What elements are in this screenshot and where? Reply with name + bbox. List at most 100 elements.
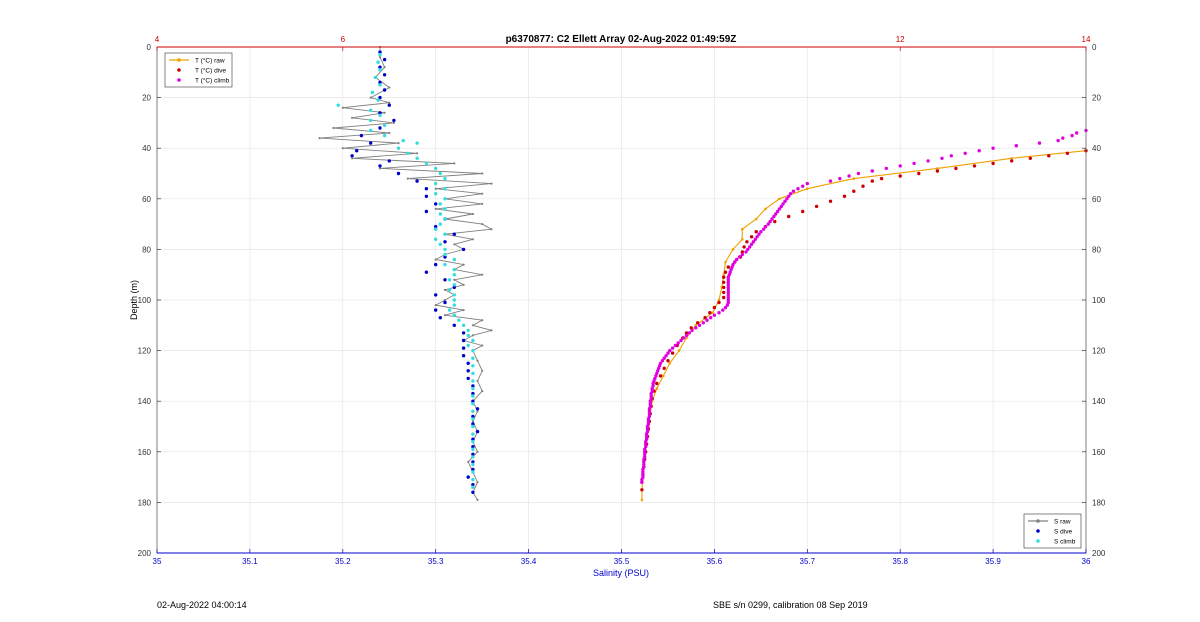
data-point-s-raw	[462, 283, 465, 286]
data-point-s-raw	[388, 101, 391, 104]
data-point-t-c-dive	[773, 219, 777, 224]
legend-label: T (°C) dive	[195, 67, 226, 75]
data-point-s-climb	[434, 166, 438, 171]
data-point-s-raw	[481, 319, 484, 322]
data-point-t-c-climb	[666, 351, 670, 355]
data-point-s-raw	[481, 202, 484, 205]
data-point-s-climb	[434, 237, 438, 241]
data-point-t-c-climb	[796, 187, 800, 191]
data-point-t-c-climb	[791, 189, 796, 193]
data-point-s-raw	[481, 172, 484, 175]
data-point-s-climb	[471, 455, 475, 459]
y-tick-label-left: 60	[142, 195, 151, 204]
data-point-s-climb	[378, 113, 382, 118]
data-point-s-dive	[434, 308, 438, 312]
data-point-s-dive	[471, 460, 475, 464]
legend-label: T (°C) raw	[195, 57, 225, 65]
data-point-t-c-climb	[670, 346, 675, 350]
data-point-t-c-climb	[775, 209, 780, 214]
y-tick-label-left: 80	[142, 245, 151, 254]
legend-top-left: T (°C) raw T (°C) dive T (°C) climb	[164, 52, 233, 88]
data-point-t-c-dive	[991, 161, 995, 166]
data-point-t-c-climb	[763, 224, 768, 229]
x-tick-label-salinity: 35	[153, 557, 162, 566]
data-point-t-c-climb	[912, 161, 916, 166]
data-point-t-c-climb	[648, 402, 652, 406]
data-point-s-dive	[466, 475, 470, 479]
y-tick-label-left: 0	[147, 43, 152, 52]
data-point-s-dive	[471, 467, 475, 472]
data-point-s-raw	[318, 137, 321, 140]
data-point-t-c-dive	[1010, 159, 1014, 163]
data-point-t-c-climb	[751, 240, 756, 244]
data-point-t-c-climb	[646, 417, 651, 421]
data-point-t-c-dive	[1028, 156, 1033, 160]
data-point-s-raw	[443, 288, 447, 291]
data-point-s-dive	[434, 262, 438, 267]
data-point-s-dive	[452, 323, 456, 327]
data-point-t-c-climb	[641, 467, 645, 472]
data-point-s-raw	[481, 344, 484, 347]
series-t-c-climb	[640, 128, 1088, 484]
data-point-s-dive	[471, 399, 475, 403]
y-tick-label-left: 40	[142, 144, 151, 153]
data-point-t-c-climb	[774, 212, 778, 216]
data-point-t-c-dive	[954, 166, 958, 171]
data-point-s-climb	[471, 477, 475, 482]
data-point-t-c-climb	[644, 434, 649, 439]
data-point-s-climb	[369, 128, 373, 133]
data-point-s-raw	[476, 379, 479, 383]
data-point-t-c-climb	[664, 354, 668, 358]
data-point-s-climb	[452, 273, 456, 277]
x-tick-label-salinity: 35.1	[242, 557, 258, 566]
y-tick-label-right: 180	[1092, 498, 1106, 507]
data-point-t-c-climb	[712, 313, 717, 317]
data-point-s-climb	[401, 138, 405, 143]
data-point-s-climb	[434, 192, 438, 196]
data-point-t-c-climb	[701, 321, 705, 325]
data-point-s-climb	[382, 123, 387, 128]
data-point-s-climb	[376, 60, 380, 64]
data-point-s-dive	[378, 126, 382, 130]
data-point-s-dive	[466, 369, 470, 373]
data-point-s-raw	[453, 278, 456, 281]
data-point-s-climb	[452, 293, 456, 297]
legend-label: S climb	[1054, 539, 1076, 546]
data-point-t-c-climb	[749, 242, 754, 246]
data-point-s-dive	[378, 80, 382, 85]
data-point-t-c-climb	[744, 250, 748, 254]
data-point-s-climb	[471, 485, 475, 489]
data-point-t-c-dive	[708, 311, 712, 315]
data-point-t-c-climb	[847, 174, 851, 178]
legend-label: S dive	[1054, 529, 1072, 536]
data-point-s-raw	[378, 56, 382, 59]
data-point-s-raw	[490, 329, 493, 332]
data-point-t-c-climb	[642, 462, 646, 467]
data-point-t-c-climb	[646, 419, 651, 424]
data-point-s-dive	[378, 65, 382, 69]
y-tick-label-right: 20	[1092, 94, 1101, 103]
data-point-t-c-climb	[726, 300, 730, 305]
data-point-t-c-raw	[722, 273, 725, 277]
data-point-t-c-climb	[777, 207, 782, 211]
data-point-t-c-climb	[766, 222, 770, 226]
data-point-t-c-climb	[642, 457, 646, 462]
data-point-s-climb	[471, 348, 475, 353]
data-point-t-c-climb	[735, 257, 739, 262]
data-point-t-c-dive	[670, 351, 675, 355]
data-point-s-climb	[471, 424, 475, 429]
data-point-s-climb	[452, 303, 456, 307]
data-point-s-dive	[424, 187, 429, 191]
data-point-t-c-raw	[724, 260, 727, 264]
data-point-t-c-dive	[717, 300, 721, 305]
data-point-s-raw	[383, 66, 386, 69]
data-point-t-c-climb	[645, 427, 650, 431]
data-point-t-c-climb	[733, 260, 737, 264]
data-point-t-c-dive	[655, 381, 659, 386]
data-point-t-c-climb	[726, 293, 730, 297]
data-point-t-c-climb	[746, 247, 750, 252]
data-point-t-c-climb	[726, 290, 730, 295]
data-point-s-dive	[475, 429, 480, 434]
data-point-s-climb	[443, 217, 447, 221]
